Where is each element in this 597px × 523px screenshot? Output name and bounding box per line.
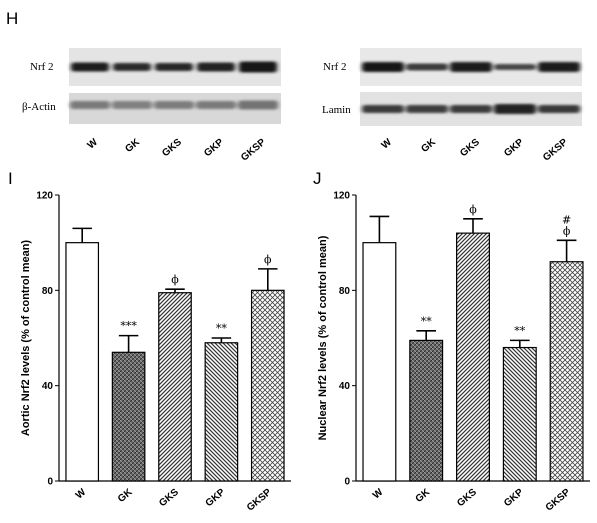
x-tick-label: GKSP [245,487,274,514]
x-tick-label: GKP [204,487,228,510]
left-blot-lane-label: GK [123,136,142,155]
x-tick-label: GKS [455,487,479,510]
blot-bands-lamin [362,104,580,114]
y-tick-label: 120 [333,191,350,202]
panel-letter-i: I [8,169,13,188]
y-tick-label: 120 [36,191,53,202]
blot-bands-nrf2 [71,61,277,73]
blot-band [450,105,492,113]
blot-band [494,64,536,70]
bar-gksp [250,289,285,482]
significance-mark: ** [216,322,228,335]
x-tick-label: GK [414,486,433,505]
left-blot-lane-label: W [86,137,101,152]
blot-band [71,62,109,72]
bar-w [65,242,100,482]
significance-mark: ** [421,315,433,328]
x-tick-label: W [371,487,386,502]
y-tick-label: 40 [339,381,351,392]
bar-gkp [502,346,537,482]
left-blot-lane-label: GKS [160,137,184,160]
x-tick-label: GKSP [544,487,573,514]
blot-band [538,62,580,72]
right-blot-lane-label: W [380,137,395,152]
bar-gk [111,351,146,482]
blot-band [362,62,404,72]
significance-mark: ** [514,324,526,337]
significance-mark: # [562,213,571,226]
left-blot-lane-label: GKP [202,137,226,160]
blot-row-label-nrf2: Nrf 2 [30,61,54,73]
western-blot-left: Nrf 2 β-Actin W GK GKS GKP GKSP [22,48,281,164]
y-tick-label: 0 [344,477,350,488]
right-blot-lane-label: GK [419,136,438,155]
blot-band [538,105,580,113]
x-tick-label: GK [116,486,135,505]
x-tick-label: GKS [157,487,181,510]
blot-band [239,61,277,73]
blot-band [197,62,235,72]
bar-gks [456,232,490,482]
right-blot-lane-label: GKP [502,137,526,160]
significance-mark: ϕ [469,203,477,216]
y-tick-label: 0 [47,477,53,488]
significance-mark: ϕ [171,273,179,286]
significance-mark: ϕ [563,224,571,237]
panel-letter-h: H [6,9,18,28]
panel-letter-j: J [313,169,322,188]
blot-band [70,101,110,109]
bar-chart-aortic: 0 40 80 120 Aortic Nrf2 levels (% of control… [20,191,291,514]
x-tick-label: GKP [502,487,526,510]
y-tick-label: 40 [42,381,54,392]
bar-gks [158,292,192,482]
bar-gksp [549,261,584,482]
right-blot-lane-label: GKSP [541,137,570,164]
bar-chart-nuclear: 0 40 80 120 Nuclear Nrf2 levels (% of contro… [317,191,590,514]
left-blot-lane-label: GKSP [239,137,268,164]
bar-gkp [204,342,239,482]
bar-w [362,242,397,482]
significance-mark: *** [120,320,137,333]
right-blot-lane-label: GKS [458,137,482,160]
blot-band [113,63,151,71]
blot-band [154,101,194,109]
y-axis-title: Aortic Nrf2 levels (% of control mean) [20,240,32,437]
blot-band [196,101,236,109]
blot-row-label-actin: β-Actin [22,101,56,113]
blot-band [450,62,492,72]
y-tick-label: 80 [339,286,351,297]
blot-band [494,104,536,114]
blot-band [112,101,152,109]
blot-lane-labels-left: W GK GKS GKP GKSP [86,136,269,163]
bar-gk [409,339,444,482]
blot-bands-nrf2-nuclear [362,62,580,72]
western-blot-right: Nrf 2 Lamin W GK GKS GKP GKSP [322,48,582,164]
blot-row-label-nrf2-nuclear: Nrf 2 [323,61,347,73]
blot-band [362,105,404,113]
y-axis-title: Nuclear Nrf2 levels (% of control mean) [317,235,329,440]
significance-mark: ϕ [264,253,272,266]
blot-band [406,63,448,71]
blot-band [155,63,193,71]
blot-band [406,105,448,113]
blot-bands-actin [70,100,278,110]
blot-lane-labels-right: W GK GKS GKP GKSP [380,136,571,163]
blot-row-label-lamin: Lamin [322,104,351,116]
blot-band [238,100,278,110]
y-tick-label: 80 [42,286,54,297]
x-tick-label: W [74,487,89,502]
